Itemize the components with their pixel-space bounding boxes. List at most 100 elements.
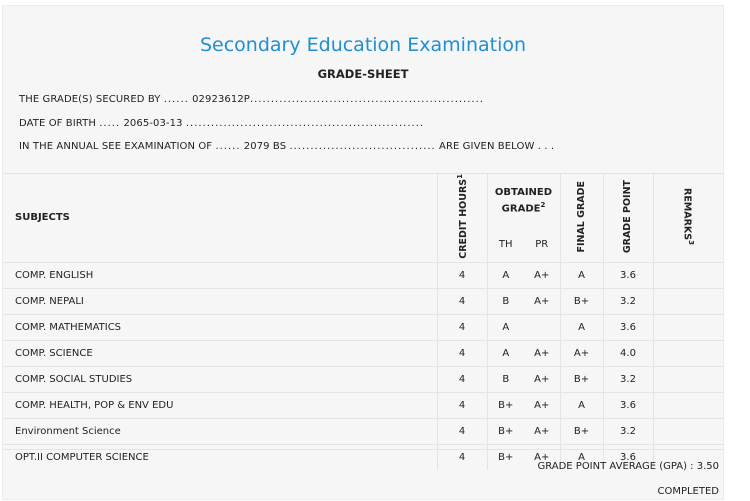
exam-suffix: ARE GIVEN BELOW . . .: [439, 141, 555, 152]
table-row: COMP. MATHEMATICS 4 A A 3.6: [3, 313, 723, 341]
subject-cell: COMP. SOCIAL STUDIES: [3, 365, 437, 393]
grade-point-label: GRADE POINT: [622, 179, 633, 253]
exam-trail-dots: ...................................: [289, 141, 436, 152]
subject-cell: COMP. SCIENCE: [3, 339, 437, 367]
grade-point-cell: 4.0: [602, 339, 653, 367]
remarks-cell: [652, 261, 723, 289]
th-header: TH: [486, 227, 524, 263]
remarks-cell: [652, 391, 723, 419]
dob-line: DATE OF BIRTH ..... 2065-03-13 .........…: [19, 118, 424, 129]
remarks-cell: [652, 313, 723, 341]
remarks-cell: [652, 365, 723, 393]
credit-hours-cell: 4: [436, 313, 487, 341]
grade-point-cell: 3.6: [602, 443, 653, 470]
symbol-number: 02923612P: [192, 94, 250, 105]
grade-point-cell: 3.2: [602, 287, 653, 315]
dob-value: 2065-03-13: [123, 118, 183, 129]
secured-by-trail-dots: ........................................…: [249, 94, 484, 105]
page-title: Secondary Education Examination: [199, 34, 527, 56]
exam-value: 2079 BS: [243, 141, 287, 152]
footer-divider: [3, 449, 723, 450]
pr-grade-cell: A+: [524, 443, 560, 470]
dob-trail-dots: ........................................…: [185, 118, 425, 129]
subject-cell: COMP. ENGLISH: [3, 261, 437, 289]
th-grade-cell: A: [486, 313, 524, 341]
credit-hours-header: CREDIT HOURS1: [436, 173, 487, 263]
credit-hours-cell: 4: [436, 261, 487, 289]
th-grade-cell: B: [486, 365, 524, 393]
pr-grade-cell: A+: [524, 391, 560, 419]
credit-hours-cell: 4: [436, 391, 487, 419]
remarks-cell: [652, 443, 723, 470]
remarks-header: REMARKS3: [652, 173, 723, 263]
final-grade-cell: A: [559, 391, 603, 419]
gpa-summary: GRADE POINT AVERAGE (GPA) : 3.50: [537, 461, 719, 472]
grade-point-cell: 3.6: [602, 313, 653, 341]
credit-hours-cell: 4: [436, 443, 487, 470]
subject-cell: OPT.II COMPUTER SCIENCE: [3, 443, 437, 470]
subject-cell: COMP. MATHEMATICS: [3, 313, 437, 341]
secured-by-label: THE GRADE(S) SECURED BY: [19, 94, 161, 105]
table-row: COMP. ENGLISH 4 A A+ A 3.6: [3, 261, 723, 289]
remarks-sup: 3: [686, 240, 695, 245]
remarks-cell: [652, 417, 723, 445]
subject-cell: COMP. HEALTH, POP & ENV EDU: [3, 391, 437, 419]
credit-hours-cell: 4: [436, 339, 487, 367]
final-grade-cell: A+: [559, 339, 603, 367]
exam-label: IN THE ANNUAL SEE EXAMINATION OF: [19, 141, 213, 152]
th-grade-cell: A: [486, 339, 524, 367]
grade-point-cell: 3.6: [602, 391, 653, 419]
obtained-grade-header: OBTAINED GRADE2: [486, 173, 560, 228]
final-grade-cell: A: [559, 443, 603, 470]
subjects-header: SUBJECTS: [3, 173, 437, 263]
dob-lead-dots: .....: [99, 118, 121, 129]
obtained-grade-sup: 2: [540, 200, 546, 209]
dob-label: DATE OF BIRTH: [19, 118, 96, 129]
pr-grade-cell: [524, 313, 560, 341]
grade-point-header: GRADE POINT: [602, 173, 653, 263]
final-grade-header: FINAL GRADE: [559, 173, 603, 263]
final-grade-label: FINAL GRADE: [575, 180, 587, 253]
credit-hours-sup: 1: [455, 174, 464, 179]
secured-by-lead-dots: ......: [163, 94, 189, 105]
pr-grade-cell: A+: [524, 365, 560, 393]
exam-lead-dots: ......: [215, 141, 241, 152]
obtained-grade-label: OBTAINED GRADE: [494, 186, 553, 215]
pr-grade-cell: A+: [524, 417, 560, 445]
final-grade-cell: A: [559, 313, 603, 341]
th-grade-cell: A: [486, 261, 524, 289]
th-grade-cell: B+: [486, 417, 524, 445]
th-grade-cell: B+: [486, 443, 524, 470]
pr-grade-cell: A+: [524, 339, 560, 367]
remarks-cell: [652, 339, 723, 367]
secured-by-line: THE GRADE(S) SECURED BY ...... 02923612P…: [19, 94, 484, 105]
remarks-label: REMARKS: [681, 187, 693, 241]
table-row: COMP. HEALTH, POP & ENV EDU 4 B+ A+ A 3.6: [3, 391, 723, 419]
subject-cell: COMP. NEPALI: [3, 287, 437, 315]
th-grade-cell: B: [486, 287, 524, 315]
table-row: Environment Science 4 B+ A+ B+ 3.2: [3, 417, 723, 445]
table-row: COMP. SOCIAL STUDIES 4 B A+ B+ 3.2: [3, 365, 723, 393]
table-row: OPT.II COMPUTER SCIENCE 4 B+ A+ A 3.6: [3, 443, 723, 470]
exam-line: IN THE ANNUAL SEE EXAMINATION OF ...... …: [19, 141, 554, 152]
page-subtitle: GRADE-SHEET: [317, 67, 409, 81]
pr-grade-cell: A+: [524, 261, 560, 289]
th-grade-cell: B+: [486, 391, 524, 419]
grade-point-cell: 3.2: [602, 417, 653, 445]
final-grade-cell: B+: [559, 287, 603, 315]
final-grade-cell: B+: [559, 365, 603, 393]
table-row: COMP. NEPALI 4 B A+ B+ 3.2: [3, 287, 723, 315]
credit-hours-cell: 4: [436, 417, 487, 445]
grades-table: SUBJECTS CREDIT HOURS1 OBTAINED GRADE2 F…: [3, 173, 723, 470]
credit-hours-label: CREDIT HOURS: [458, 178, 470, 259]
grade-point-cell: 3.2: [602, 365, 653, 393]
credit-hours-cell: 4: [436, 365, 487, 393]
table-row: COMP. SCIENCE 4 A A+ A+ 4.0: [3, 339, 723, 367]
grade-point-cell: 3.6: [602, 261, 653, 289]
subject-cell: Environment Science: [3, 417, 437, 445]
remarks-cell: [652, 287, 723, 315]
pr-header: PR: [535, 238, 549, 250]
grade-sheet: Secondary Education Examination GRADE-SH…: [2, 5, 724, 500]
final-grade-cell: A: [559, 261, 603, 289]
pr-grade-cell: A+: [524, 287, 560, 315]
